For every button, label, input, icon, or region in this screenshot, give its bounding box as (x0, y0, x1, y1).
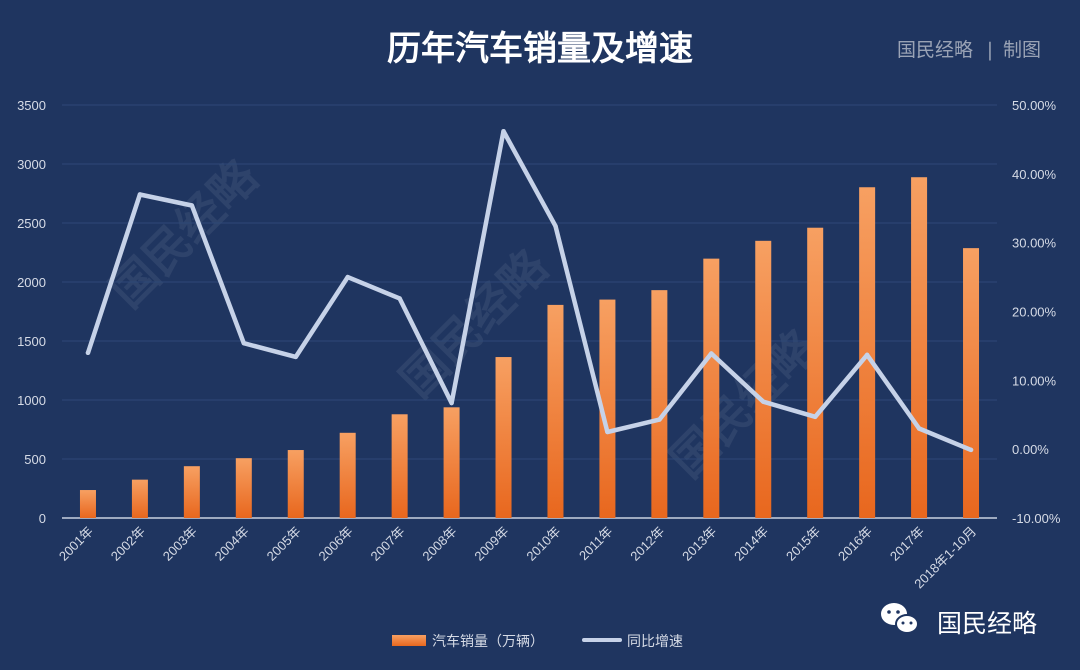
bar (807, 227, 824, 518)
line-point (293, 354, 298, 360)
line-point (709, 351, 714, 356)
bar (495, 357, 512, 518)
legend-label-line: 同比增速 (627, 634, 683, 650)
legend-swatch-bar (392, 635, 426, 646)
line-point (189, 203, 195, 208)
footer-brand-name: 国民经略 (937, 609, 1037, 638)
x-tick-label: 2017年 (887, 524, 927, 564)
brand-suffix: 制图 (1003, 39, 1041, 61)
right-tick-label: 50.00% (1012, 98, 1057, 113)
x-tick-label: 2006年 (316, 524, 356, 564)
growth-line (85, 128, 974, 453)
watermark-2: 国民经略 (390, 239, 559, 408)
bar (339, 432, 356, 518)
x-tick-label: 2009年 (471, 524, 511, 564)
x-tick-label: 2003年 (160, 524, 200, 564)
x-tick-label: 2011年 (576, 524, 616, 564)
bar (963, 248, 980, 518)
bar (547, 304, 564, 518)
bar (235, 458, 252, 518)
bar (859, 187, 876, 518)
x-tick-label: 2016年 (835, 524, 875, 564)
bar (79, 490, 96, 518)
watermark-3: 国民经略 (660, 319, 829, 488)
right-tick-label: 40.00% (1012, 167, 1057, 182)
left-tick-label: 0 (39, 511, 46, 526)
x-axis-labels: 2001年 2002年 2003年 2004年 2005年 2006年 2007年 2008年… (56, 524, 979, 592)
bar (131, 479, 148, 518)
bar (911, 177, 928, 518)
bar (443, 407, 460, 518)
x-tick-label: 2002年 (108, 524, 148, 564)
line-point (449, 400, 454, 406)
left-tick-label: 1500 (17, 334, 46, 349)
right-axis-labels: -10.00% 0.00% 10.00% 20.00% 30.00% 40.00% 50.0… (1012, 98, 1061, 526)
bar-series (79, 177, 980, 518)
brand-mark: 国民经略 | 制图 (897, 39, 1041, 61)
x-tick-label: 2005年 (264, 524, 304, 564)
line-point (864, 352, 870, 358)
x-tick-label: 2015年 (783, 524, 823, 564)
line-point (241, 340, 247, 346)
line-point (345, 274, 350, 280)
line-point (761, 399, 766, 404)
bar (391, 414, 408, 518)
left-tick-label: 1000 (17, 393, 46, 408)
bar (651, 290, 668, 518)
line-point (812, 414, 818, 420)
footer-brand: 国民经略 (881, 603, 1037, 638)
bar (599, 299, 616, 518)
left-tick-label: 3000 (17, 157, 46, 172)
left-tick-label: 2000 (17, 275, 46, 290)
left-tick-label: 2500 (17, 216, 46, 231)
x-tick-label: 2007年 (368, 524, 408, 564)
line-point (501, 128, 506, 134)
right-tick-label: 0.00% (1012, 442, 1049, 457)
line-point (397, 296, 402, 301)
wechat-icon (881, 603, 919, 634)
line-point (137, 192, 143, 197)
x-tick-label: 2001年 (56, 524, 96, 564)
line-point (916, 426, 922, 431)
right-tick-label: -10.00% (1012, 511, 1061, 526)
left-tick-label: 3500 (17, 98, 46, 113)
chart-title: 历年汽车销量及增速 (387, 29, 693, 69)
x-tick-label: 2012年 (627, 524, 667, 564)
line-point (605, 429, 610, 435)
x-tick-label: 2013年 (679, 524, 719, 564)
bar (755, 240, 772, 518)
brand-name: 国民经略 (897, 39, 973, 61)
right-tick-label: 20.00% (1012, 305, 1057, 320)
grid-lines (62, 104, 997, 519)
x-tick-label: 2008年 (419, 524, 459, 564)
x-tick-label: 2004年 (212, 524, 252, 564)
bar (287, 450, 304, 518)
right-tick-label: 10.00% (1012, 373, 1057, 388)
right-tick-label: 30.00% (1012, 236, 1057, 251)
line-point (553, 223, 558, 229)
legend: 汽车销量（万辆） 同比增速 (392, 633, 683, 650)
line-point (968, 447, 974, 453)
x-tick-label: 2010年 (523, 524, 563, 564)
bar (183, 466, 200, 518)
x-tick-label: 2014年 (731, 524, 771, 564)
brand-separator: | (987, 39, 993, 61)
line-point (85, 350, 91, 355)
line-series (85, 128, 974, 453)
left-tick-label: 500 (24, 452, 46, 467)
left-axis-labels: 0 500 1000 1500 2000 2500 3000 3500 (17, 98, 46, 526)
bar (703, 258, 720, 518)
line-point (657, 417, 662, 422)
legend-label-bar: 汽车销量（万辆） (432, 633, 544, 650)
